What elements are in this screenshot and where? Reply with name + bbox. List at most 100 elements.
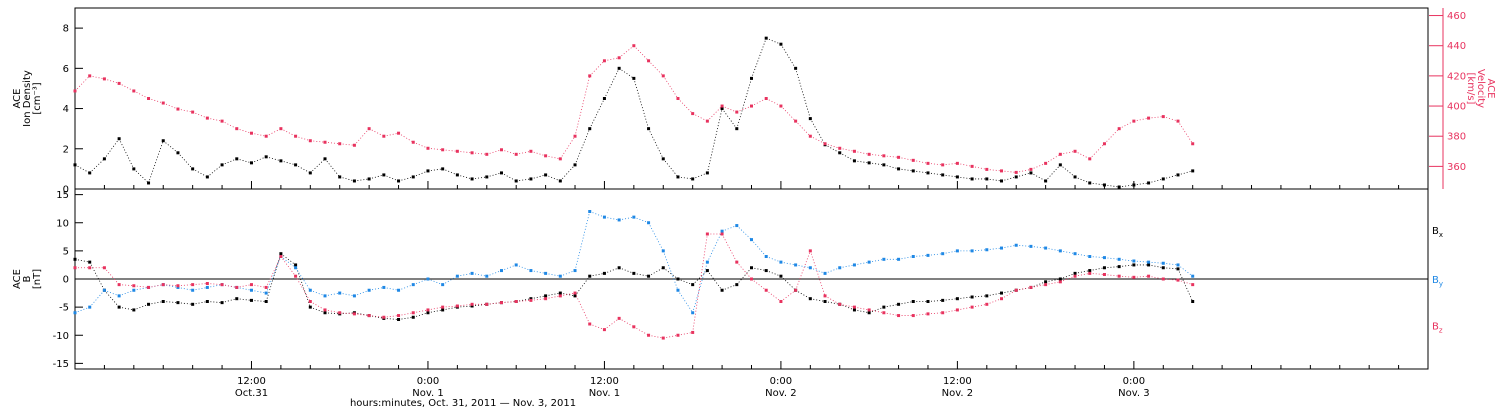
data-trace	[560, 292, 576, 297]
data-trace	[530, 150, 546, 157]
data-trace	[383, 287, 399, 291]
data-trace	[1045, 247, 1061, 252]
data-trace	[1104, 274, 1120, 277]
data-trace	[824, 295, 840, 305]
x-tick-date: Nov. 3	[1118, 388, 1149, 399]
data-trace	[854, 160, 870, 164]
data-trace	[1074, 270, 1090, 274]
data-trace	[751, 239, 767, 257]
data-trace	[633, 326, 649, 336]
data-trace	[972, 295, 987, 298]
data-trace	[501, 149, 517, 155]
data-trace	[883, 155, 899, 158]
data-trace	[913, 313, 929, 316]
data-trace	[89, 158, 105, 174]
data-trace	[457, 305, 473, 308]
data-trace	[692, 262, 708, 313]
data-trace	[1163, 278, 1179, 281]
data-trace	[942, 174, 958, 178]
data-trace	[163, 284, 179, 288]
data-trace	[545, 292, 561, 297]
data-trace	[810, 298, 826, 302]
data-trace	[74, 258, 90, 263]
y-tick-label: 0	[63, 185, 69, 196]
data-trace	[780, 275, 796, 291]
x-tick-time: 0:00	[1123, 376, 1145, 387]
data-trace	[324, 158, 341, 178]
data-trace	[516, 264, 532, 271]
data-trace	[133, 168, 149, 184]
data-trace	[369, 174, 384, 180]
data-trace	[251, 156, 267, 164]
data-trace	[1163, 174, 1179, 180]
data-trace	[751, 98, 767, 107]
legend-label: B	[1432, 226, 1439, 237]
y-tick-label: -5	[59, 303, 69, 314]
data-trace	[1104, 266, 1120, 269]
data-trace	[236, 158, 252, 164]
data-trace	[251, 299, 267, 302]
data-trace	[766, 256, 782, 263]
y2-tick-label: 420	[1447, 71, 1466, 82]
data-trace	[1177, 268, 1194, 302]
data-trace	[266, 128, 282, 137]
data-trace	[560, 164, 576, 182]
data-trace	[780, 289, 796, 302]
y-tick-label: 5	[63, 246, 69, 257]
data-trace	[1016, 168, 1032, 173]
data-trace	[986, 298, 1002, 305]
data-trace	[780, 105, 796, 122]
data-trace	[677, 278, 693, 285]
data-trace	[427, 168, 443, 172]
data-trace	[236, 284, 252, 288]
data-trace	[1001, 170, 1017, 173]
data-trace	[530, 298, 546, 301]
y2-tick-label: 360	[1447, 162, 1466, 173]
data-trace	[486, 270, 502, 277]
data-trace	[574, 128, 591, 166]
data-trace	[824, 144, 840, 154]
data-trace	[927, 299, 943, 302]
data-trace	[236, 298, 252, 301]
data-trace	[516, 150, 531, 155]
data-trace	[207, 301, 223, 304]
data-trace	[1119, 258, 1134, 262]
data-trace	[192, 283, 208, 286]
series-By	[73, 210, 1195, 315]
y-tick-label: -10	[53, 331, 69, 342]
data-trace	[280, 160, 296, 166]
data-trace	[221, 158, 237, 166]
data-trace	[795, 289, 811, 300]
data-point	[1191, 274, 1195, 278]
data-trace	[207, 284, 223, 288]
data-trace	[1177, 279, 1193, 286]
data-trace	[413, 309, 429, 314]
data-trace	[721, 108, 738, 129]
data-trace	[854, 306, 870, 311]
y-axis-label-right: Velocity	[1475, 69, 1486, 108]
data-trace	[707, 105, 723, 122]
y-axis-label-left: Ion Density	[22, 70, 33, 127]
data-trace	[501, 264, 517, 271]
data-trace	[898, 301, 914, 305]
data-trace	[736, 261, 752, 280]
data-trace	[280, 253, 296, 266]
data-trace	[898, 156, 914, 161]
data-trace	[1030, 284, 1046, 288]
data-trace	[442, 168, 458, 176]
data-trace	[692, 233, 708, 333]
data-trace	[604, 68, 620, 99]
x-tick-time: 12:00	[943, 376, 972, 387]
data-trace	[942, 298, 958, 301]
data-trace	[324, 312, 340, 315]
data-trace	[574, 75, 591, 137]
data-trace	[589, 60, 605, 77]
data-trace	[1133, 275, 1149, 278]
legend-item-By: By	[1432, 275, 1443, 288]
data-trace	[104, 289, 120, 308]
data-trace	[736, 225, 752, 240]
data-trace	[383, 132, 399, 137]
data-trace	[398, 176, 414, 182]
data-trace	[383, 315, 399, 318]
